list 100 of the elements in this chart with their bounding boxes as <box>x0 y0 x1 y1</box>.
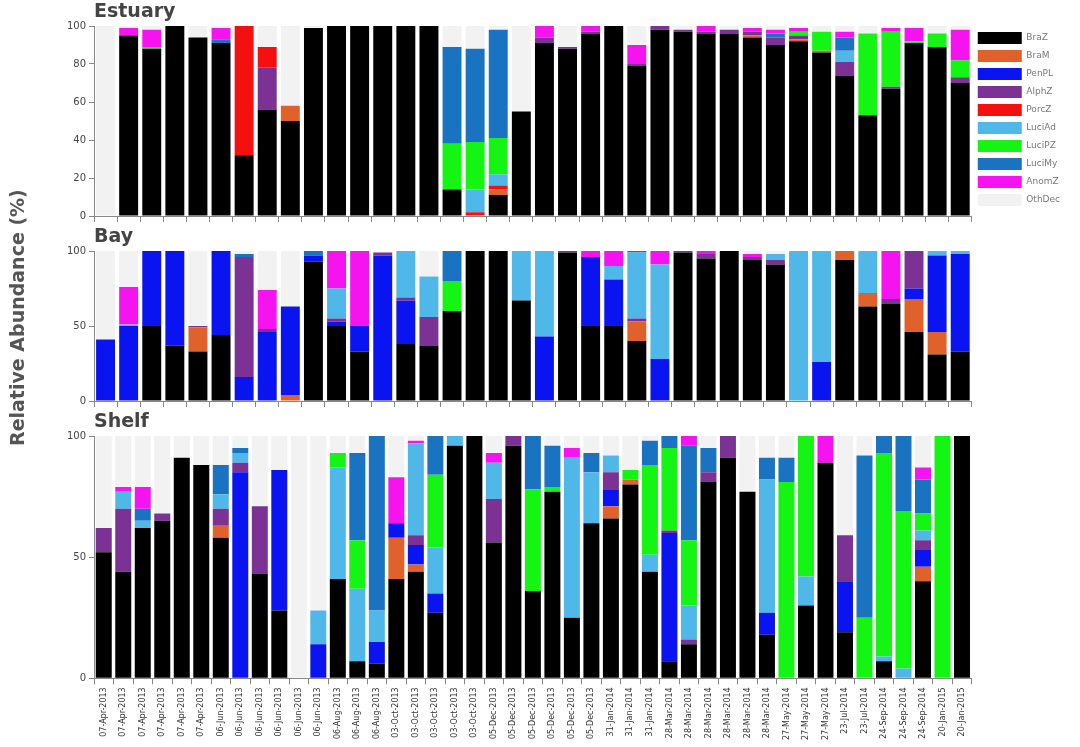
legend-label: PenPL <box>1026 68 1054 79</box>
bar <box>641 436 658 441</box>
bar <box>604 251 624 266</box>
x-tick-label: 03-Oct-2013 <box>449 687 459 738</box>
bar <box>280 251 300 307</box>
bar <box>134 508 151 521</box>
bar <box>835 260 855 401</box>
bar <box>154 520 171 678</box>
bar <box>329 578 346 678</box>
bar <box>119 27 139 36</box>
bar <box>327 251 347 289</box>
bar <box>511 111 531 216</box>
bar <box>915 540 931 550</box>
bar <box>719 26 739 30</box>
bar <box>858 115 878 216</box>
bar <box>465 212 485 216</box>
bar <box>812 362 832 401</box>
bar <box>673 31 693 216</box>
bar <box>700 436 717 449</box>
bar <box>232 472 249 678</box>
bar <box>858 26 878 34</box>
bar <box>257 109 277 216</box>
bar <box>856 436 873 456</box>
bar <box>719 436 736 458</box>
bar <box>881 303 901 401</box>
bar <box>388 578 405 678</box>
bar <box>641 554 658 572</box>
bar <box>349 661 366 678</box>
bar <box>836 535 853 582</box>
bar <box>257 67 277 110</box>
bar <box>875 661 892 678</box>
bar <box>257 26 277 47</box>
bar <box>835 26 855 32</box>
bar <box>602 506 619 519</box>
bar <box>817 436 834 463</box>
bar <box>188 351 208 401</box>
x-tick-label: 24-Sep-2014 <box>918 687 928 739</box>
bar <box>904 251 924 289</box>
bar <box>303 255 323 262</box>
bar <box>558 26 577 47</box>
x-tick-label: 24-Sep-2014 <box>898 687 908 739</box>
bar <box>485 436 502 453</box>
x-tick-label: 06-Jun-2013 <box>235 687 245 737</box>
y-tick-label: 0 <box>79 671 86 683</box>
bar <box>856 617 873 678</box>
bar <box>927 26 947 34</box>
bar <box>927 332 947 355</box>
bar <box>257 290 277 329</box>
bar <box>442 189 462 216</box>
bar <box>650 251 670 265</box>
bar <box>134 528 151 678</box>
bar <box>534 37 554 44</box>
bar <box>680 605 697 640</box>
bar <box>95 552 112 678</box>
bar <box>419 251 439 277</box>
x-tick-label: 03-Oct-2013 <box>410 687 420 738</box>
bar <box>173 457 190 678</box>
bar <box>650 359 670 401</box>
bar <box>950 251 970 254</box>
x-tick-label: 06-Jun-2013 <box>274 687 284 737</box>
bar <box>505 436 522 446</box>
bar <box>234 26 254 156</box>
bar <box>680 445 697 541</box>
bar <box>310 436 327 611</box>
bar <box>581 257 601 326</box>
bar <box>427 612 444 678</box>
bar <box>742 31 762 36</box>
bar <box>154 513 171 521</box>
x-tick-label: 07-Apr-2013 <box>118 687 128 737</box>
bar <box>719 457 736 678</box>
bar <box>329 452 346 468</box>
bar <box>446 445 463 678</box>
bar <box>739 491 756 678</box>
bar <box>856 455 873 618</box>
x-tick-label: 06-Jun-2013 <box>313 687 323 737</box>
bar <box>257 332 277 401</box>
bar <box>119 35 139 216</box>
bar <box>622 484 639 678</box>
bar <box>904 332 924 401</box>
bar <box>119 287 139 325</box>
y-tick-label: 0 <box>79 209 86 221</box>
bar <box>488 138 508 175</box>
x-tick-label: 07-Apr-2013 <box>98 687 108 737</box>
bar <box>583 452 600 473</box>
bar <box>602 489 619 507</box>
bar <box>680 436 697 446</box>
y-tick-label: 20 <box>73 171 86 183</box>
bar <box>119 326 139 401</box>
bar <box>836 581 853 633</box>
bar <box>858 306 878 401</box>
bar <box>115 571 132 678</box>
bar <box>154 436 171 514</box>
bar <box>388 436 405 478</box>
bar <box>350 326 370 352</box>
bar <box>396 297 416 301</box>
bar <box>680 644 697 678</box>
bar <box>534 251 554 337</box>
bar <box>142 29 162 47</box>
x-tick-label: 07-Apr-2013 <box>196 687 206 737</box>
bar <box>604 326 624 401</box>
